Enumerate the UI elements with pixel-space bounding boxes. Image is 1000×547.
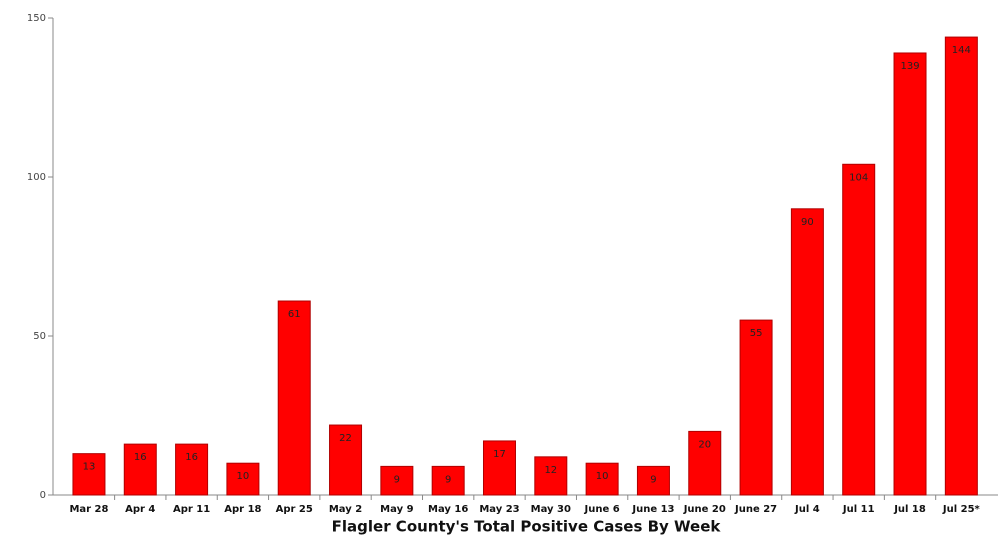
- data-label: 12: [544, 465, 557, 476]
- x-tick-label: June 6: [584, 504, 620, 515]
- data-label: 104: [849, 172, 868, 183]
- x-tick-label: Apr 25: [276, 504, 313, 515]
- x-tick-label: Jul 18: [893, 504, 926, 515]
- x-tick-label: June 13: [631, 504, 674, 515]
- x-tick-label: June 27: [734, 504, 777, 515]
- data-label: 17: [493, 449, 506, 460]
- data-label: 10: [596, 471, 609, 482]
- data-label: 16: [185, 452, 198, 463]
- data-label: 16: [134, 452, 147, 463]
- bar: [534, 456, 568, 496]
- data-label: 144: [952, 45, 971, 56]
- x-tick-label: Apr 18: [224, 504, 261, 515]
- data-label: 22: [339, 433, 352, 444]
- y-tick-label: 0: [40, 490, 46, 501]
- y-tick-label: 100: [27, 172, 46, 183]
- data-label: 20: [698, 439, 711, 450]
- data-label: 13: [83, 462, 96, 473]
- x-tick-label: May 9: [380, 504, 413, 515]
- data-label: 61: [288, 309, 301, 320]
- y-tick-label: 150: [27, 13, 46, 24]
- y-tick-label: 50: [33, 331, 46, 342]
- data-label: 9: [650, 474, 656, 485]
- bar: [482, 440, 516, 496]
- data-label: 9: [445, 474, 451, 485]
- data-label: 9: [394, 474, 400, 485]
- bar: [431, 465, 465, 496]
- bar: [175, 443, 209, 496]
- bar: [123, 443, 157, 496]
- bar: [585, 462, 619, 496]
- bar: [277, 300, 311, 496]
- data-label: 90: [801, 217, 814, 228]
- x-tick-label: Jul 4: [794, 504, 820, 515]
- x-tick-label: May 16: [428, 504, 468, 515]
- data-label: 55: [750, 328, 763, 339]
- bar: [842, 163, 876, 496]
- bar: [72, 453, 106, 496]
- x-tick-label: Mar 28: [69, 504, 108, 515]
- x-tick-label: May 30: [531, 504, 571, 515]
- x-tick-label: May 23: [479, 504, 519, 515]
- x-tick-label: Jul 25*: [942, 504, 981, 515]
- x-tick-label: Apr 4: [125, 504, 155, 515]
- bar: [636, 465, 670, 496]
- x-tick-label: Jul 11: [842, 504, 875, 515]
- bar: [944, 36, 978, 496]
- bar: [688, 430, 722, 496]
- bar: [739, 319, 773, 496]
- bar: [226, 462, 260, 496]
- x-tick-label: June 20: [683, 504, 726, 515]
- bar: [790, 208, 824, 496]
- data-label: 10: [237, 471, 250, 482]
- bar: [893, 52, 927, 496]
- chart-title: Flagler County's Total Positive Cases By…: [332, 518, 722, 536]
- x-tick-label: May 2: [329, 504, 362, 515]
- bar: [329, 424, 363, 496]
- data-label: 139: [900, 61, 919, 72]
- bar: [380, 465, 414, 496]
- x-tick-label: Apr 11: [173, 504, 210, 515]
